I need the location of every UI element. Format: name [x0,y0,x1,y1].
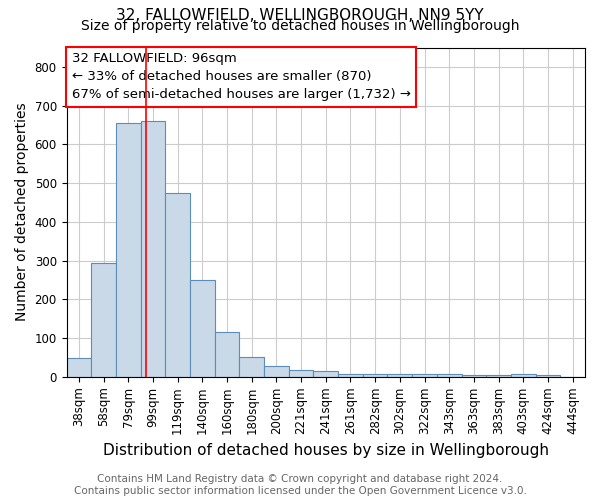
Bar [461,375,486,377]
Bar [486,375,511,377]
Text: Contains HM Land Registry data © Crown copyright and database right 2024.
Contai: Contains HM Land Registry data © Crown c… [74,474,526,496]
Bar [338,374,363,377]
Bar [264,366,289,377]
Text: 32 FALLOWFIELD: 96sqm
← 33% of detached houses are smaller (870)
67% of semi-det: 32 FALLOWFIELD: 96sqm ← 33% of detached … [72,52,411,102]
X-axis label: Distribution of detached houses by size in Wellingborough: Distribution of detached houses by size … [103,442,549,458]
Bar [190,280,215,377]
Bar [116,123,140,377]
Text: Size of property relative to detached houses in Wellingborough: Size of property relative to detached ho… [81,19,519,33]
Bar [363,374,388,377]
Bar [67,358,91,377]
Bar [313,371,338,377]
Bar [239,358,264,377]
Bar [91,264,116,377]
Bar [140,121,165,377]
Bar [215,332,239,377]
Bar [511,374,536,377]
Bar [437,374,461,377]
Bar [165,193,190,377]
Text: 32, FALLOWFIELD, WELLINGBOROUGH, NN9 5YY: 32, FALLOWFIELD, WELLINGBOROUGH, NN9 5YY [116,8,484,22]
Bar [536,375,560,377]
Bar [412,374,437,377]
Bar [388,374,412,377]
Y-axis label: Number of detached properties: Number of detached properties [15,103,29,322]
Bar [289,370,313,377]
